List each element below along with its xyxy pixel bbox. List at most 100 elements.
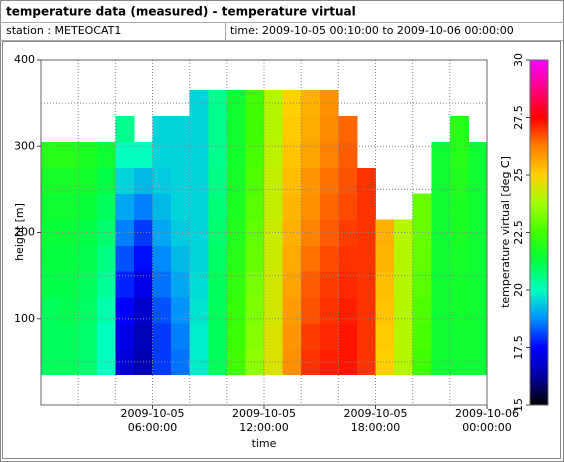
heatmap-cell [59, 167, 79, 195]
heatmap-cell [133, 323, 153, 350]
heatmap-cell [394, 348, 414, 376]
heatmap-cell [78, 348, 98, 376]
heatmap-cell [171, 116, 191, 143]
heatmap-cell [115, 245, 135, 272]
heatmap-cell [245, 297, 265, 324]
heatmap-cell [264, 141, 283, 169]
heatmap-cell [282, 271, 302, 298]
heatmap-cell [264, 90, 283, 117]
heatmap-cell [245, 245, 265, 272]
heatmap-cell [78, 141, 98, 169]
heatmap-cell [394, 271, 414, 298]
heatmap-cell [319, 116, 339, 143]
heatmap-cell [468, 193, 488, 220]
heatmap-cell [449, 167, 469, 195]
heatmap-cell [226, 245, 246, 272]
heatmap-cell [171, 297, 191, 324]
heatmap-cell [59, 245, 79, 272]
colorbar-tick-label: 30 [512, 53, 525, 67]
heatmap-cell [115, 141, 135, 169]
heatmap-cell [356, 348, 376, 376]
heatmap-cell [133, 271, 153, 298]
heatmap-cell [41, 297, 60, 324]
heatmap-cell [412, 297, 432, 324]
heatmap-cell [431, 141, 451, 169]
heatmap-cell [78, 193, 98, 220]
heatmap-cell [171, 141, 191, 169]
heatmap-cell [412, 271, 432, 298]
heatmap-cell [152, 323, 172, 350]
heatmap-cell [96, 219, 116, 246]
heatmap-cell [245, 193, 265, 220]
heatmap-cell [319, 141, 339, 169]
heatmap-cell [115, 348, 135, 376]
heatmap-cell [245, 141, 265, 169]
heatmap-cell [338, 141, 358, 169]
heatmap-cell [208, 323, 228, 350]
heatmap-cell [208, 348, 228, 376]
heatmap-cell [208, 297, 228, 324]
heatmap-cell [468, 167, 488, 195]
heatmap-cell [152, 141, 172, 169]
heatmap-cell [468, 323, 488, 350]
heatmap-cell [449, 245, 469, 272]
colorbar-tick-label: 27.5 [512, 105, 525, 130]
heatmap-cell [245, 271, 265, 298]
heatmap-cell [59, 348, 79, 376]
heatmap-cell [264, 193, 283, 220]
heatmap-cell [356, 323, 376, 350]
heatmap-cell [375, 323, 395, 350]
heatmap-cell [78, 167, 98, 195]
heatmap-cell [59, 323, 79, 350]
heatmap-cell [338, 193, 358, 220]
heatmap-cell [394, 219, 414, 246]
heatmap-cell [78, 323, 98, 350]
heatmap-cell [189, 348, 209, 376]
heatmap-cell [245, 323, 265, 350]
heatmap-cell [319, 193, 339, 220]
heatmap-cell [319, 271, 339, 298]
colorbar-tick-label: 25 [512, 168, 525, 182]
heatmap-cell [96, 193, 116, 220]
colorbar-tick-label: 22.5 [512, 220, 525, 245]
heatmap-cell [356, 193, 376, 220]
heatmap-cell [152, 116, 172, 143]
heatmap-cell [449, 219, 469, 246]
heatmap-cell [133, 141, 153, 169]
x-tick-label: 2009-10-05 12:00:00 [232, 407, 296, 434]
heatmap-cell [171, 245, 191, 272]
heatmap-cell [375, 348, 395, 376]
heatmap-cell [133, 245, 153, 272]
heatmap-cell [226, 323, 246, 350]
heatmap-cell [301, 219, 321, 246]
header-time-range: time: 2009-10-05 00:10:00 to 2009-10-06 … [230, 24, 514, 37]
heatmap-cell [264, 323, 283, 350]
heatmap-cell [171, 193, 191, 220]
heatmap-cell [282, 348, 302, 376]
heatmap-cell [208, 245, 228, 272]
heatmap-cell [338, 245, 358, 272]
heatmap-cell [226, 193, 246, 220]
heatmap-cell [356, 167, 376, 195]
heatmap-cell [338, 323, 358, 350]
heatmap-cell [468, 219, 488, 246]
heatmap-cell [245, 167, 265, 195]
heatmap-cell [189, 167, 209, 195]
heatmap-cell [375, 245, 395, 272]
heatmap-cell [282, 297, 302, 324]
heatmap-cell [301, 245, 321, 272]
heatmap-cell [96, 141, 116, 169]
heatmap-cell [319, 323, 339, 350]
y-tick-label: 300 [14, 139, 35, 152]
heatmap-cell [301, 116, 321, 143]
heatmap-cell [78, 219, 98, 246]
heatmap-cell [41, 323, 60, 350]
heatmap-cell [412, 245, 432, 272]
heatmap-cell [208, 167, 228, 195]
colorbar-tick-label: 20 [512, 283, 525, 297]
heatmap-cell [301, 141, 321, 169]
heatmap-cell [96, 167, 116, 195]
heatmap-cell [189, 116, 209, 143]
x-tick-label: 2009-10-06 00:00:00 [455, 407, 519, 434]
heatmap-cell [468, 348, 488, 376]
